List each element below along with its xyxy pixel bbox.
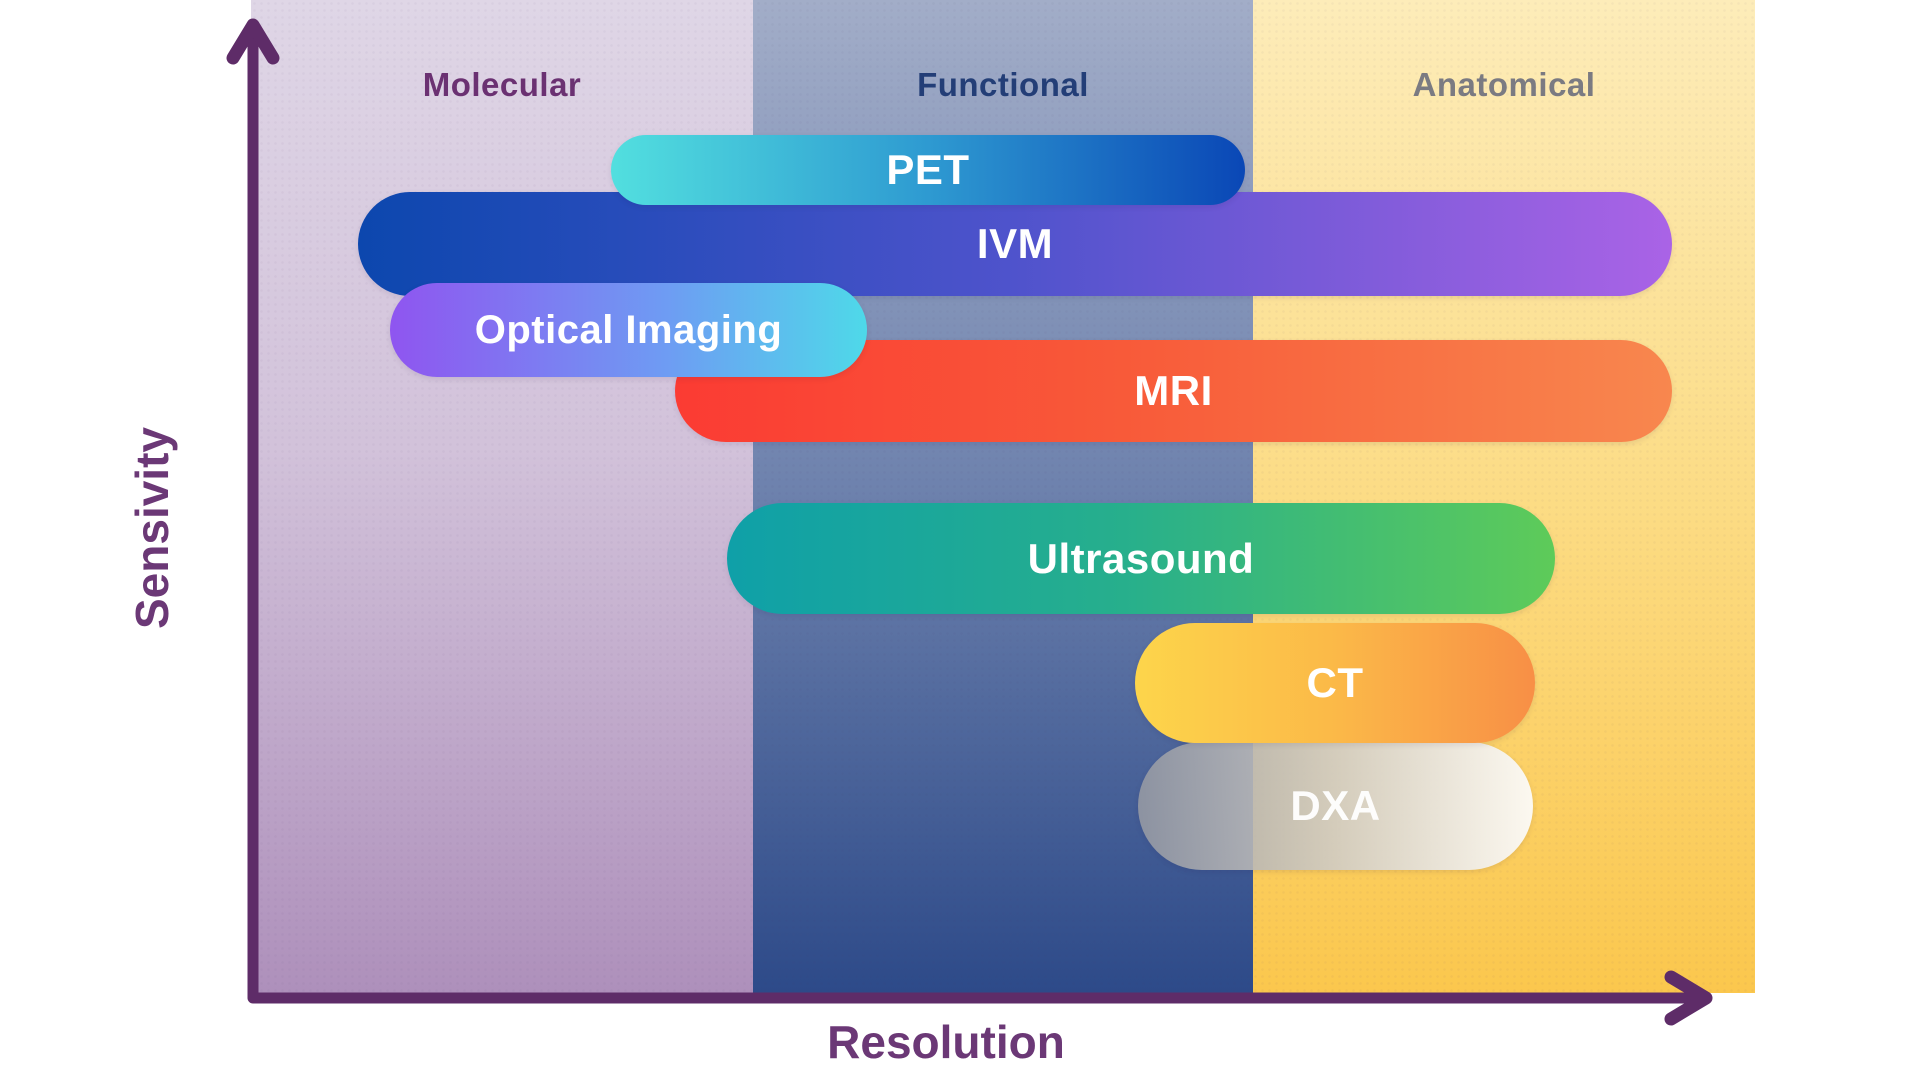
pill-ultrasound-label: Ultrasound	[1027, 534, 1255, 582]
pill-pet: PET	[611, 135, 1245, 205]
pill-ct: CT	[1135, 623, 1535, 743]
column-label-anatomical: Anatomical	[1412, 66, 1596, 103]
pill-pet-label: PET	[886, 146, 970, 193]
pill-ivm: IVM	[358, 192, 1672, 296]
pill-optical-imaging: Optical Imaging	[390, 283, 867, 377]
y-axis-label: Sensivity	[126, 427, 178, 629]
x-axis-label: Resolution	[827, 1016, 1065, 1068]
column-label-functional: Functional	[917, 66, 1089, 103]
pill-ivm-label: IVM	[976, 220, 1054, 267]
pill-mri-label: MRI	[1134, 367, 1213, 414]
pill-optical-imaging-label: Optical Imaging	[474, 307, 783, 352]
pill-ultrasound: Ultrasound	[727, 503, 1555, 614]
pill-ct-label: CT	[1306, 659, 1364, 706]
pill-dxa: DXA	[1138, 742, 1533, 870]
pill-dxa-label: DXA	[1290, 782, 1381, 829]
column-label-molecular: Molecular	[422, 66, 582, 103]
